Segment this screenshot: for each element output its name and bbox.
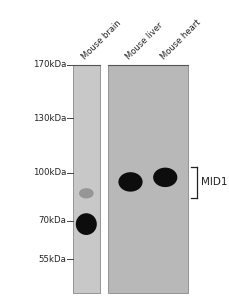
Text: 100kDa: 100kDa [33, 168, 66, 177]
Bar [108, 64, 188, 292]
Text: 55kDa: 55kDa [38, 255, 66, 264]
Ellipse shape [153, 168, 177, 187]
Text: Mouse liver: Mouse liver [124, 21, 165, 62]
Text: MID1: MID1 [201, 178, 228, 188]
Text: 170kDa: 170kDa [33, 60, 66, 69]
Text: Mouse brain: Mouse brain [80, 19, 123, 62]
Text: Mouse heart: Mouse heart [159, 18, 202, 62]
Text: 70kDa: 70kDa [38, 216, 66, 225]
Ellipse shape [79, 188, 94, 199]
Ellipse shape [76, 213, 97, 235]
Ellipse shape [118, 172, 143, 192]
Text: 130kDa: 130kDa [33, 114, 66, 123]
Bar [73, 64, 100, 292]
